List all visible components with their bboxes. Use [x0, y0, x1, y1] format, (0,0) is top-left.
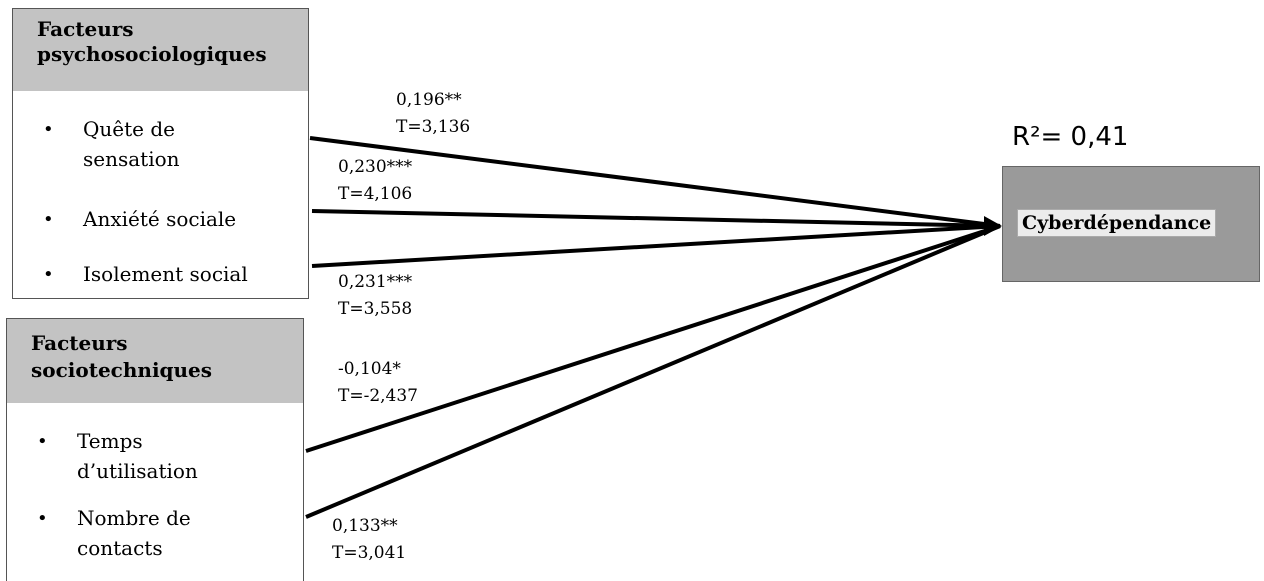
- item-line1: Nombre de: [77, 506, 191, 530]
- item-line1: Isolement social: [83, 262, 248, 286]
- coef-label-isolement: 0,231*** T=3,558: [338, 271, 412, 320]
- header-line1: Facteurs: [37, 17, 134, 41]
- r-squared-label: R²= 0,41: [1012, 122, 1129, 152]
- item-line2: d’utilisation: [77, 459, 198, 483]
- box-psychosociologiques: Facteurs psychosociologiques • Quête de …: [12, 8, 309, 299]
- box-header: Facteurs psychosociologiques: [13, 9, 308, 91]
- coef-value: 0,230***: [338, 157, 413, 177]
- item-line2: sensation: [83, 147, 180, 171]
- t-value: T=3,041: [332, 543, 407, 563]
- coef-label-quete: 0,196** T=3,136: [396, 89, 470, 138]
- t-value: T=3,558: [338, 299, 413, 319]
- item-line1: Quête de: [83, 117, 175, 141]
- bullet: •: [43, 264, 54, 285]
- coef-label-temps: -0,104* T=-2,437: [338, 358, 418, 407]
- bullet: •: [37, 508, 48, 529]
- arrow-quete: [309, 136, 1001, 228]
- arrowhead: [984, 216, 1002, 236]
- coef-label-anxiete: 0,230*** T=4,106: [338, 156, 412, 205]
- t-value: T=-2,437: [338, 386, 418, 406]
- header-line1: Facteurs: [31, 331, 128, 355]
- bullet: •: [43, 119, 54, 140]
- t-value: T=4,106: [338, 184, 413, 204]
- header-line2: psychosociologiques: [37, 42, 267, 66]
- box-sociotechniques: Facteurs sociotechniques • Temps d’utili…: [6, 318, 304, 581]
- arrow-anxiete: [311, 209, 1001, 228]
- bullet: •: [43, 209, 54, 230]
- t-value: T=3,136: [396, 117, 471, 137]
- bullet: •: [37, 431, 48, 452]
- header-line2: sociotechniques: [31, 358, 213, 382]
- outcome-label: Cyberdépendance: [1017, 209, 1217, 237]
- item-line1: Temps: [77, 429, 143, 453]
- outcome-box: Cyberdépendance: [1002, 166, 1260, 282]
- arrow-temps: [305, 224, 1001, 453]
- item-line2: contacts: [77, 536, 163, 560]
- coef-value: 0,133**: [332, 516, 398, 536]
- box-header: Facteurs sociotechniques: [7, 319, 303, 403]
- item-line1: Anxiété sociale: [83, 207, 237, 231]
- coef-value: 0,196**: [396, 90, 462, 110]
- arrow-contacts: [305, 224, 1001, 519]
- coef-value: 0,231***: [338, 272, 413, 292]
- coef-label-contacts: 0,133** T=3,041: [332, 515, 406, 564]
- arrow-isolement: [311, 224, 1001, 268]
- coef-value: -0,104*: [338, 359, 401, 379]
